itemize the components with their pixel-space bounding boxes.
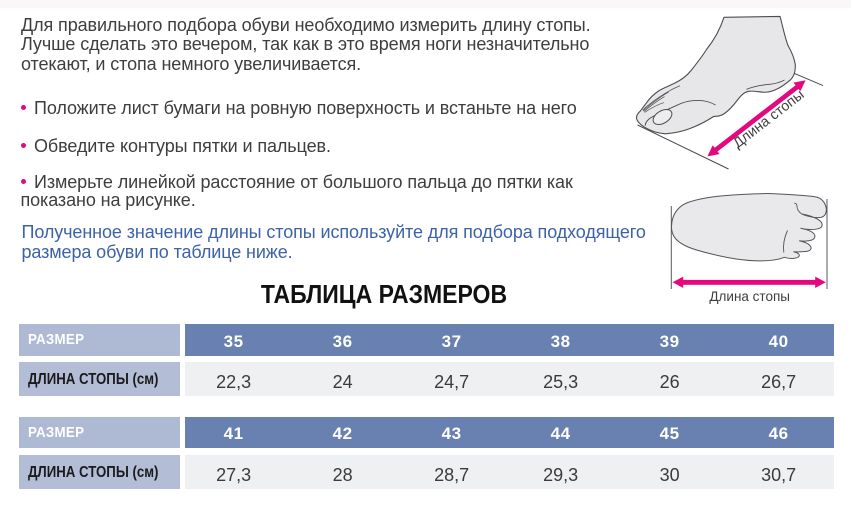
svg-text:Длина стопы: Длина стопы	[709, 289, 790, 304]
svg-text:Длина стопы: Длина стопы	[730, 87, 807, 152]
